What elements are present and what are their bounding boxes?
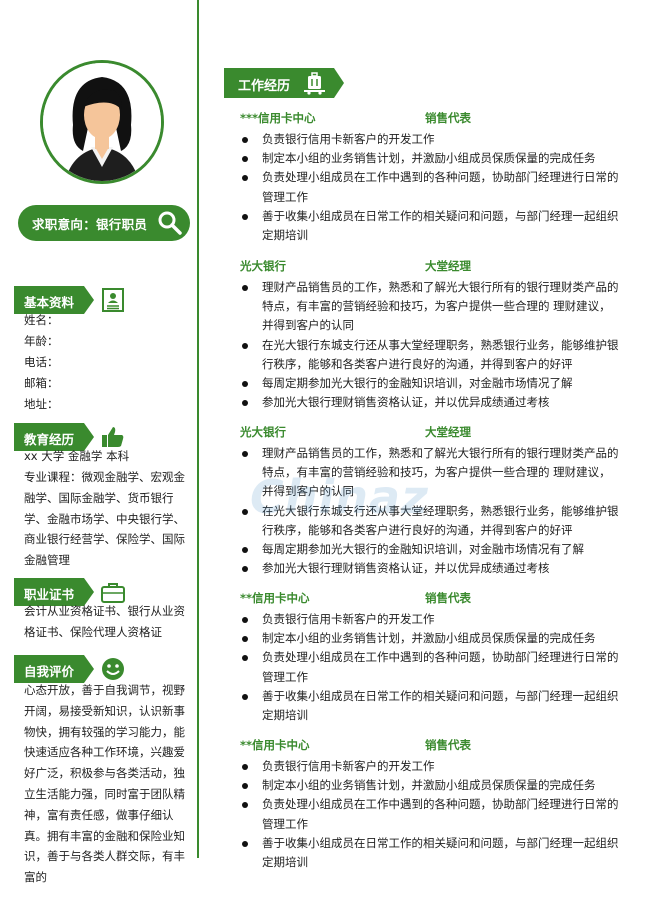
- job-header: **信用卡中心 销售代表: [240, 590, 620, 610]
- education-courses: 专业课程：微观金融学、宏观金融学、国际金融学、货币银行学、金融市场学、中央银行学…: [24, 470, 185, 568]
- job-position: 大堂经理: [425, 425, 471, 439]
- thumbs-up-icon: [102, 427, 124, 447]
- job-entry: **信用卡中心 销售代表负责银行信用卡新客户的开发工作 制定本小组的业务销售计划，并…: [240, 737, 620, 872]
- job-duties: 负责银行信用卡新客户的开发工作 制定本小组的业务销售计划，并激励小组成员保质保量的…: [240, 610, 620, 725]
- job-duties: 理财产品销售员的工作，熟悉和了解光大银行所有的银行理财类产品的特点，有丰富的营销…: [240, 278, 620, 412]
- basic-info-address: 地址：: [24, 397, 59, 411]
- job-organization: 光大银行: [240, 259, 286, 273]
- job-duties: 负责银行信用卡新客户的开发工作 制定本小组的业务销售计划，并激励小组成员保质保量的…: [240, 757, 620, 872]
- job-duty-item: 理财产品销售员的工作，熟悉和了解光大银行所有的银行理财类产品的特点，有丰富的营销…: [240, 444, 620, 502]
- section-title-certificates: 职业证书: [24, 587, 75, 602]
- job-position: 大堂经理: [425, 259, 471, 273]
- divider-line: [197, 0, 199, 858]
- section-header-basic: 基本资料: [14, 286, 124, 314]
- section-title-self-eval: 自我评价: [24, 664, 75, 679]
- job-duty-item: 每周定期参加光大银行的金融知识培训，对金融市场情况了解: [240, 374, 620, 393]
- job-entry: 光大银行 大堂经理理财产品销售员的工作，熟悉和了解光大银行所有的银行理财类产品的特…: [240, 258, 620, 412]
- section-title-work: 工作经历: [238, 79, 291, 94]
- job-duty-item: 制定本小组的业务销售计划，并激励小组成员保质保量的完成任务: [240, 149, 620, 168]
- job-position: 销售代表: [425, 111, 471, 125]
- job-duty-item: 负责银行信用卡新客户的开发工作: [240, 757, 620, 776]
- certificates-text: 会计从业资格证书、银行从业资格证书、保险代理人资格证: [24, 604, 185, 639]
- job-duty-item: 每周定期参加光大银行的金融知识培训，对金融市场情况有了解: [240, 540, 620, 559]
- job-organization: **信用卡中心: [240, 591, 310, 605]
- job-header: 光大银行 大堂经理: [240, 258, 620, 278]
- job-duty-item: 善于收集小组成员在日常工作的相关疑问和问题，与部门经理一起组织定期培训: [240, 834, 620, 872]
- briefcase-icon: [101, 583, 125, 603]
- job-organization: ***信用卡中心: [240, 111, 316, 125]
- job-duty-item: 制定本小组的业务销售计划，并激励小组成员保质保量的完成任务: [240, 629, 620, 648]
- job-duties: 理财产品销售员的工作，熟悉和了解光大银行所有的银行理财类产品的特点，有丰富的营销…: [240, 444, 620, 578]
- smiley-icon: [102, 658, 124, 680]
- section-header-education: 教育经历: [14, 423, 124, 451]
- section-title-education: 教育经历: [24, 432, 75, 447]
- job-intention-text: 求职意向：银行职员: [32, 217, 148, 232]
- job-entry: 光大银行 大堂经理理财产品销售员的工作，熟悉和了解光大银行所有的银行理财类产品的特…: [240, 424, 620, 578]
- basic-info-list: 姓名： 年龄： 电话： 邮箱： 地址：: [24, 310, 59, 415]
- section-header-work: 工作经历: [224, 68, 344, 98]
- job-duty-item: 负责银行信用卡新客户的开发工作: [240, 610, 620, 629]
- job-header: 光大银行 大堂经理: [240, 424, 620, 444]
- job-duty-item: 理财产品销售员的工作，熟悉和了解光大银行所有的银行理财类产品的特点，有丰富的营销…: [240, 278, 620, 336]
- job-duty-item: 负责处理小组成员在工作中遇到的各种问题，协助部门经理进行日常的管理工作: [240, 795, 620, 833]
- luggage-cart-icon: [304, 72, 325, 95]
- job-position: 销售代表: [425, 738, 471, 752]
- job-duty-item: 在光大银行东城支行还从事大堂经理职务，熟悉银行业务，能够维护银行秩序，能够和各类…: [240, 502, 620, 540]
- self-evaluation-text: 心态开放，善于自我调节，视野开阔，易接受新知识，认识新事物快，拥有较强的学习能力…: [24, 683, 185, 885]
- job-header: ***信用卡中心 销售代表: [240, 110, 620, 130]
- job-duties: 负责银行信用卡新客户的开发工作 制定本小组的业务销售计划，并激励小组成员保质保量的…: [240, 130, 620, 245]
- basic-info-email: 邮箱：: [24, 376, 59, 390]
- job-duty-item: 参加光大银行理财销售资格认证，并以优异成绩通过考核: [240, 393, 620, 412]
- job-intention-banner: 求职意向：银行职员: [18, 205, 190, 241]
- job-header: **信用卡中心 销售代表: [240, 737, 620, 757]
- job-duty-item: 在光大银行东城支行还从事大堂经理职务，熟悉银行业务，能够维护银行秩序，能够和各类…: [240, 336, 620, 374]
- job-organization: 光大银行: [240, 425, 286, 439]
- basic-info-name: 姓名：: [24, 313, 59, 327]
- avatar: [40, 60, 164, 184]
- job-organization: **信用卡中心: [240, 738, 310, 752]
- avatar-illustration: [43, 63, 161, 181]
- job-position: 销售代表: [425, 591, 471, 605]
- basic-info-phone: 电话：: [24, 355, 59, 369]
- job-duty-item: 善于收集小组成员在日常工作的相关疑问和问题，与部门经理一起组织定期培训: [240, 687, 620, 725]
- job-duty-item: 制定本小组的业务销售计划，并激励小组成员保质保量的完成任务: [240, 776, 620, 795]
- job-duty-item: 善于收集小组成员在日常工作的相关疑问和问题，与部门经理一起组织定期培训: [240, 207, 620, 245]
- education-degree: xx 大学 金融学 本科: [24, 449, 130, 463]
- job-entry: ***信用卡中心 销售代表负责银行信用卡新客户的开发工作 制定本小组的业务销售计划，…: [240, 110, 620, 245]
- section-header-certificates: 职业证书: [14, 578, 125, 606]
- section-title-basic: 基本资料: [24, 295, 75, 310]
- id-card-icon: [102, 288, 124, 312]
- watermark: Chinaz: [250, 470, 429, 524]
- job-entry: **信用卡中心 销售代表负责银行信用卡新客户的开发工作 制定本小组的业务销售计划，并…: [240, 590, 620, 725]
- search-icon: [158, 211, 182, 235]
- basic-info-age: 年龄：: [24, 334, 59, 348]
- job-duty-item: 负责银行信用卡新客户的开发工作: [240, 130, 620, 149]
- job-duty-item: 参加光大银行理财销售资格认证，并以优异成绩通过考核: [240, 559, 620, 578]
- job-duty-item: 负责处理小组成员在工作中遇到的各种问题，协助部门经理进行日常的管理工作: [240, 168, 620, 206]
- section-header-self-eval: 自我评价: [14, 655, 124, 683]
- job-duty-item: 负责处理小组成员在工作中遇到的各种问题，协助部门经理进行日常的管理工作: [240, 648, 620, 686]
